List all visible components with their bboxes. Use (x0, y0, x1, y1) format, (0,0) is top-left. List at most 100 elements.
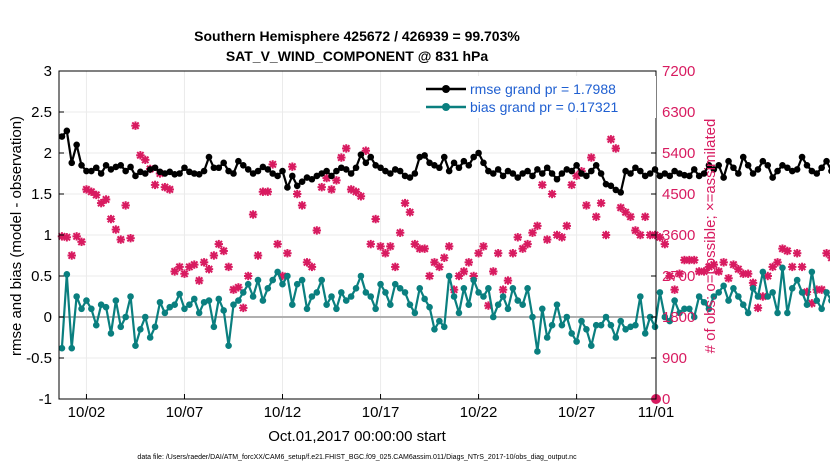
bias-point (494, 301, 502, 309)
rmse-point (504, 167, 512, 175)
bias-point (122, 313, 129, 321)
bias-point (117, 323, 125, 331)
bias-point (823, 289, 830, 296)
obs-assimilated-marker (386, 242, 395, 251)
bias-point (436, 317, 443, 325)
obs-assimilated-marker (342, 144, 351, 153)
bias-point (568, 330, 575, 337)
bias-point (176, 290, 183, 298)
rmse-point (239, 162, 247, 169)
bias-point (803, 301, 811, 309)
obs-assimilated-marker (709, 260, 719, 269)
rmse-point (700, 170, 708, 177)
obs-assimilated-marker (263, 187, 273, 196)
rmse-point (436, 164, 443, 172)
rmse-point (597, 170, 605, 177)
obs-assimilated-marker (253, 251, 263, 260)
bias-point (186, 301, 193, 309)
bias-point (338, 289, 345, 296)
rmse-point (377, 164, 384, 172)
rmse-point (509, 170, 517, 177)
y2-tick-label: 1800 (662, 309, 695, 326)
rmse-point (220, 159, 227, 167)
bias-point (499, 293, 507, 300)
rmse-point (617, 189, 625, 196)
legend-rmse-marker (442, 85, 450, 93)
bias-point (313, 289, 321, 296)
obs-assimilated-marker (655, 233, 665, 242)
rmse-point (421, 152, 428, 159)
obs-assimilated-marker (538, 180, 547, 190)
rmse-point (543, 164, 551, 172)
obs-assimilated-marker (371, 214, 380, 224)
obs-assimilated-marker (204, 264, 214, 274)
rmse-point (779, 162, 786, 169)
x-tick-label: 11/01 (638, 404, 674, 421)
obs-assimilated-marker (337, 153, 346, 162)
bias-point (705, 305, 713, 313)
bias-point (641, 330, 649, 337)
bias-point (387, 301, 394, 309)
obs-assimilated-marker (243, 271, 253, 281)
obs-assimilated-marker (611, 144, 621, 153)
obs-assimilated-marker (493, 249, 503, 258)
rmse-point (671, 167, 678, 175)
rmse-point (705, 162, 713, 169)
rmse-point (637, 167, 644, 175)
bias-point (514, 297, 522, 304)
obs-assimilated-marker (660, 239, 670, 249)
obs-assimilated-marker (175, 262, 184, 272)
rmse-point (362, 159, 370, 167)
bias-point (588, 342, 595, 350)
rmse-point (289, 172, 296, 180)
bias-point (372, 305, 379, 313)
bias-point (749, 285, 757, 292)
obs-assimilated-marker (150, 180, 160, 190)
obs-assimilated-marker (773, 258, 782, 267)
bias-point (416, 285, 424, 292)
bias-point (597, 321, 605, 329)
rmse-point (293, 182, 301, 190)
rmse-point (798, 153, 806, 161)
obs-assimilated-marker (523, 239, 532, 249)
obs-assimilated-marker (792, 249, 802, 258)
bias-point (592, 321, 600, 329)
obs-assimilated-marker (444, 242, 454, 251)
y2-tick-label: 7200 (662, 63, 695, 80)
bias-point (671, 297, 678, 304)
y-tick-label: -0.5 (26, 350, 52, 367)
rmse-point (749, 170, 757, 177)
rmse-point (151, 164, 159, 172)
rmse-point (132, 172, 139, 180)
bias-point (489, 313, 497, 321)
y2-tick-label: 4500 (662, 186, 695, 203)
bias-point (622, 326, 629, 333)
bias-point (583, 326, 590, 333)
y2-tick-label: 3600 (662, 227, 695, 244)
rmse-point (411, 170, 419, 177)
y-tick-label: 2.5 (31, 104, 52, 121)
bias-point (97, 301, 105, 309)
obs-assimilated-marker (317, 182, 326, 192)
rmse-point (117, 162, 125, 169)
rmse-point (426, 159, 433, 167)
chart-title: Southern Hemisphere 425672 / 426939 = 99… (194, 28, 520, 44)
obs-assimilated-marker (72, 232, 81, 241)
obs-assimilated-marker (405, 208, 415, 217)
obs-assimilated-marker (562, 221, 571, 231)
obs-assimilated-marker (783, 246, 792, 256)
obs-assimilated-marker (92, 190, 101, 200)
series-layer (58, 127, 830, 355)
bias-point (725, 297, 732, 304)
bias-point (235, 297, 242, 304)
bias-point (308, 293, 316, 300)
rmse-point (769, 174, 776, 181)
rmse-point (710, 166, 718, 173)
bias-point (239, 289, 247, 296)
bias-point (102, 303, 110, 311)
obs-assimilated-marker (126, 233, 135, 243)
obs-assimilated-marker (743, 269, 753, 278)
y2-tick-label: 900 (662, 350, 687, 367)
rmse-point (97, 170, 105, 177)
